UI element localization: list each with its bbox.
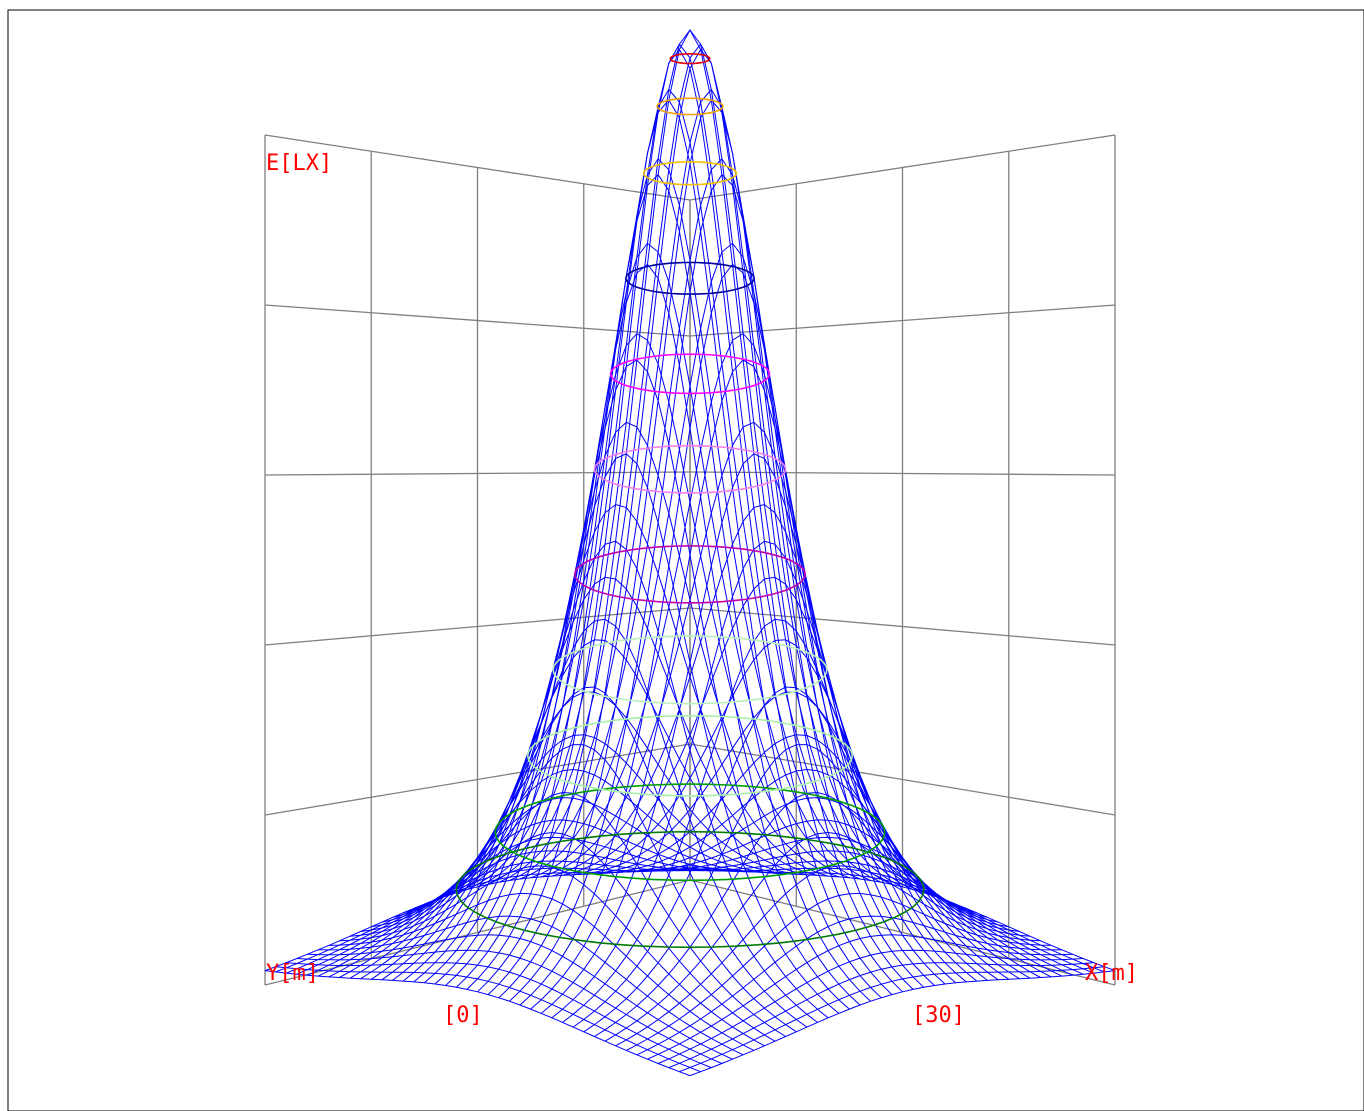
x-axis-tick: [30]: [912, 1003, 965, 1028]
contour-ring: [593, 444, 787, 494]
mesh-line: [572, 639, 999, 981]
mesh-line: [466, 48, 893, 995]
mesh-line: [445, 173, 871, 1002]
mesh-line: [296, 949, 723, 1064]
surface-mesh: [264, 29, 1116, 1077]
chart-frame: [7, 9, 1364, 1111]
contour-rings: [455, 52, 925, 949]
mesh-line: [626, 819, 1052, 978]
mesh-line: [275, 966, 701, 1073]
x-axis-label: X[m]: [1085, 961, 1138, 986]
y-axis-label: Y[m]: [266, 961, 319, 986]
mesh-line: [594, 734, 1020, 980]
mesh-line: [349, 831, 776, 1042]
mesh-line: [509, 158, 935, 986]
mesh-line: [647, 850, 1073, 976]
mesh-line: [689, 865, 1116, 972]
mesh-line: [318, 915, 744, 1056]
mesh-line: [615, 797, 1041, 978]
contour-ring: [625, 261, 755, 295]
contour-ring: [494, 783, 886, 882]
contour-ring: [552, 635, 828, 705]
mesh-line: [434, 263, 861, 1006]
mesh-line: [636, 836, 1063, 977]
contour-ring: [526, 714, 854, 797]
y-axis-tick: [0]: [443, 1003, 483, 1028]
mesh-line: [402, 540, 829, 1019]
contour-ring: [642, 160, 738, 186]
mesh-line: [551, 503, 978, 982]
mesh-line: [264, 970, 691, 1077]
mesh-line: [541, 421, 967, 983]
mesh-line: [339, 865, 765, 1047]
mesh-line: [583, 691, 1010, 980]
mesh-line: [487, 43, 914, 990]
contour-ring: [455, 830, 925, 949]
mesh-line: [604, 768, 1031, 979]
axis-labels: E[LX] Y[m] X[m] [0] [30]: [266, 151, 1138, 1028]
mesh-line: [307, 934, 733, 1060]
z-axis-label: E[LX]: [266, 151, 332, 176]
contour-ring: [573, 545, 807, 604]
mesh-line: [286, 962, 712, 1069]
mesh-line: [530, 332, 956, 984]
contour-ring: [669, 52, 711, 65]
contour-ring: [609, 353, 771, 395]
mesh-line: [413, 453, 840, 1014]
contour-ring: [656, 97, 724, 116]
mesh-line: [328, 892, 755, 1051]
